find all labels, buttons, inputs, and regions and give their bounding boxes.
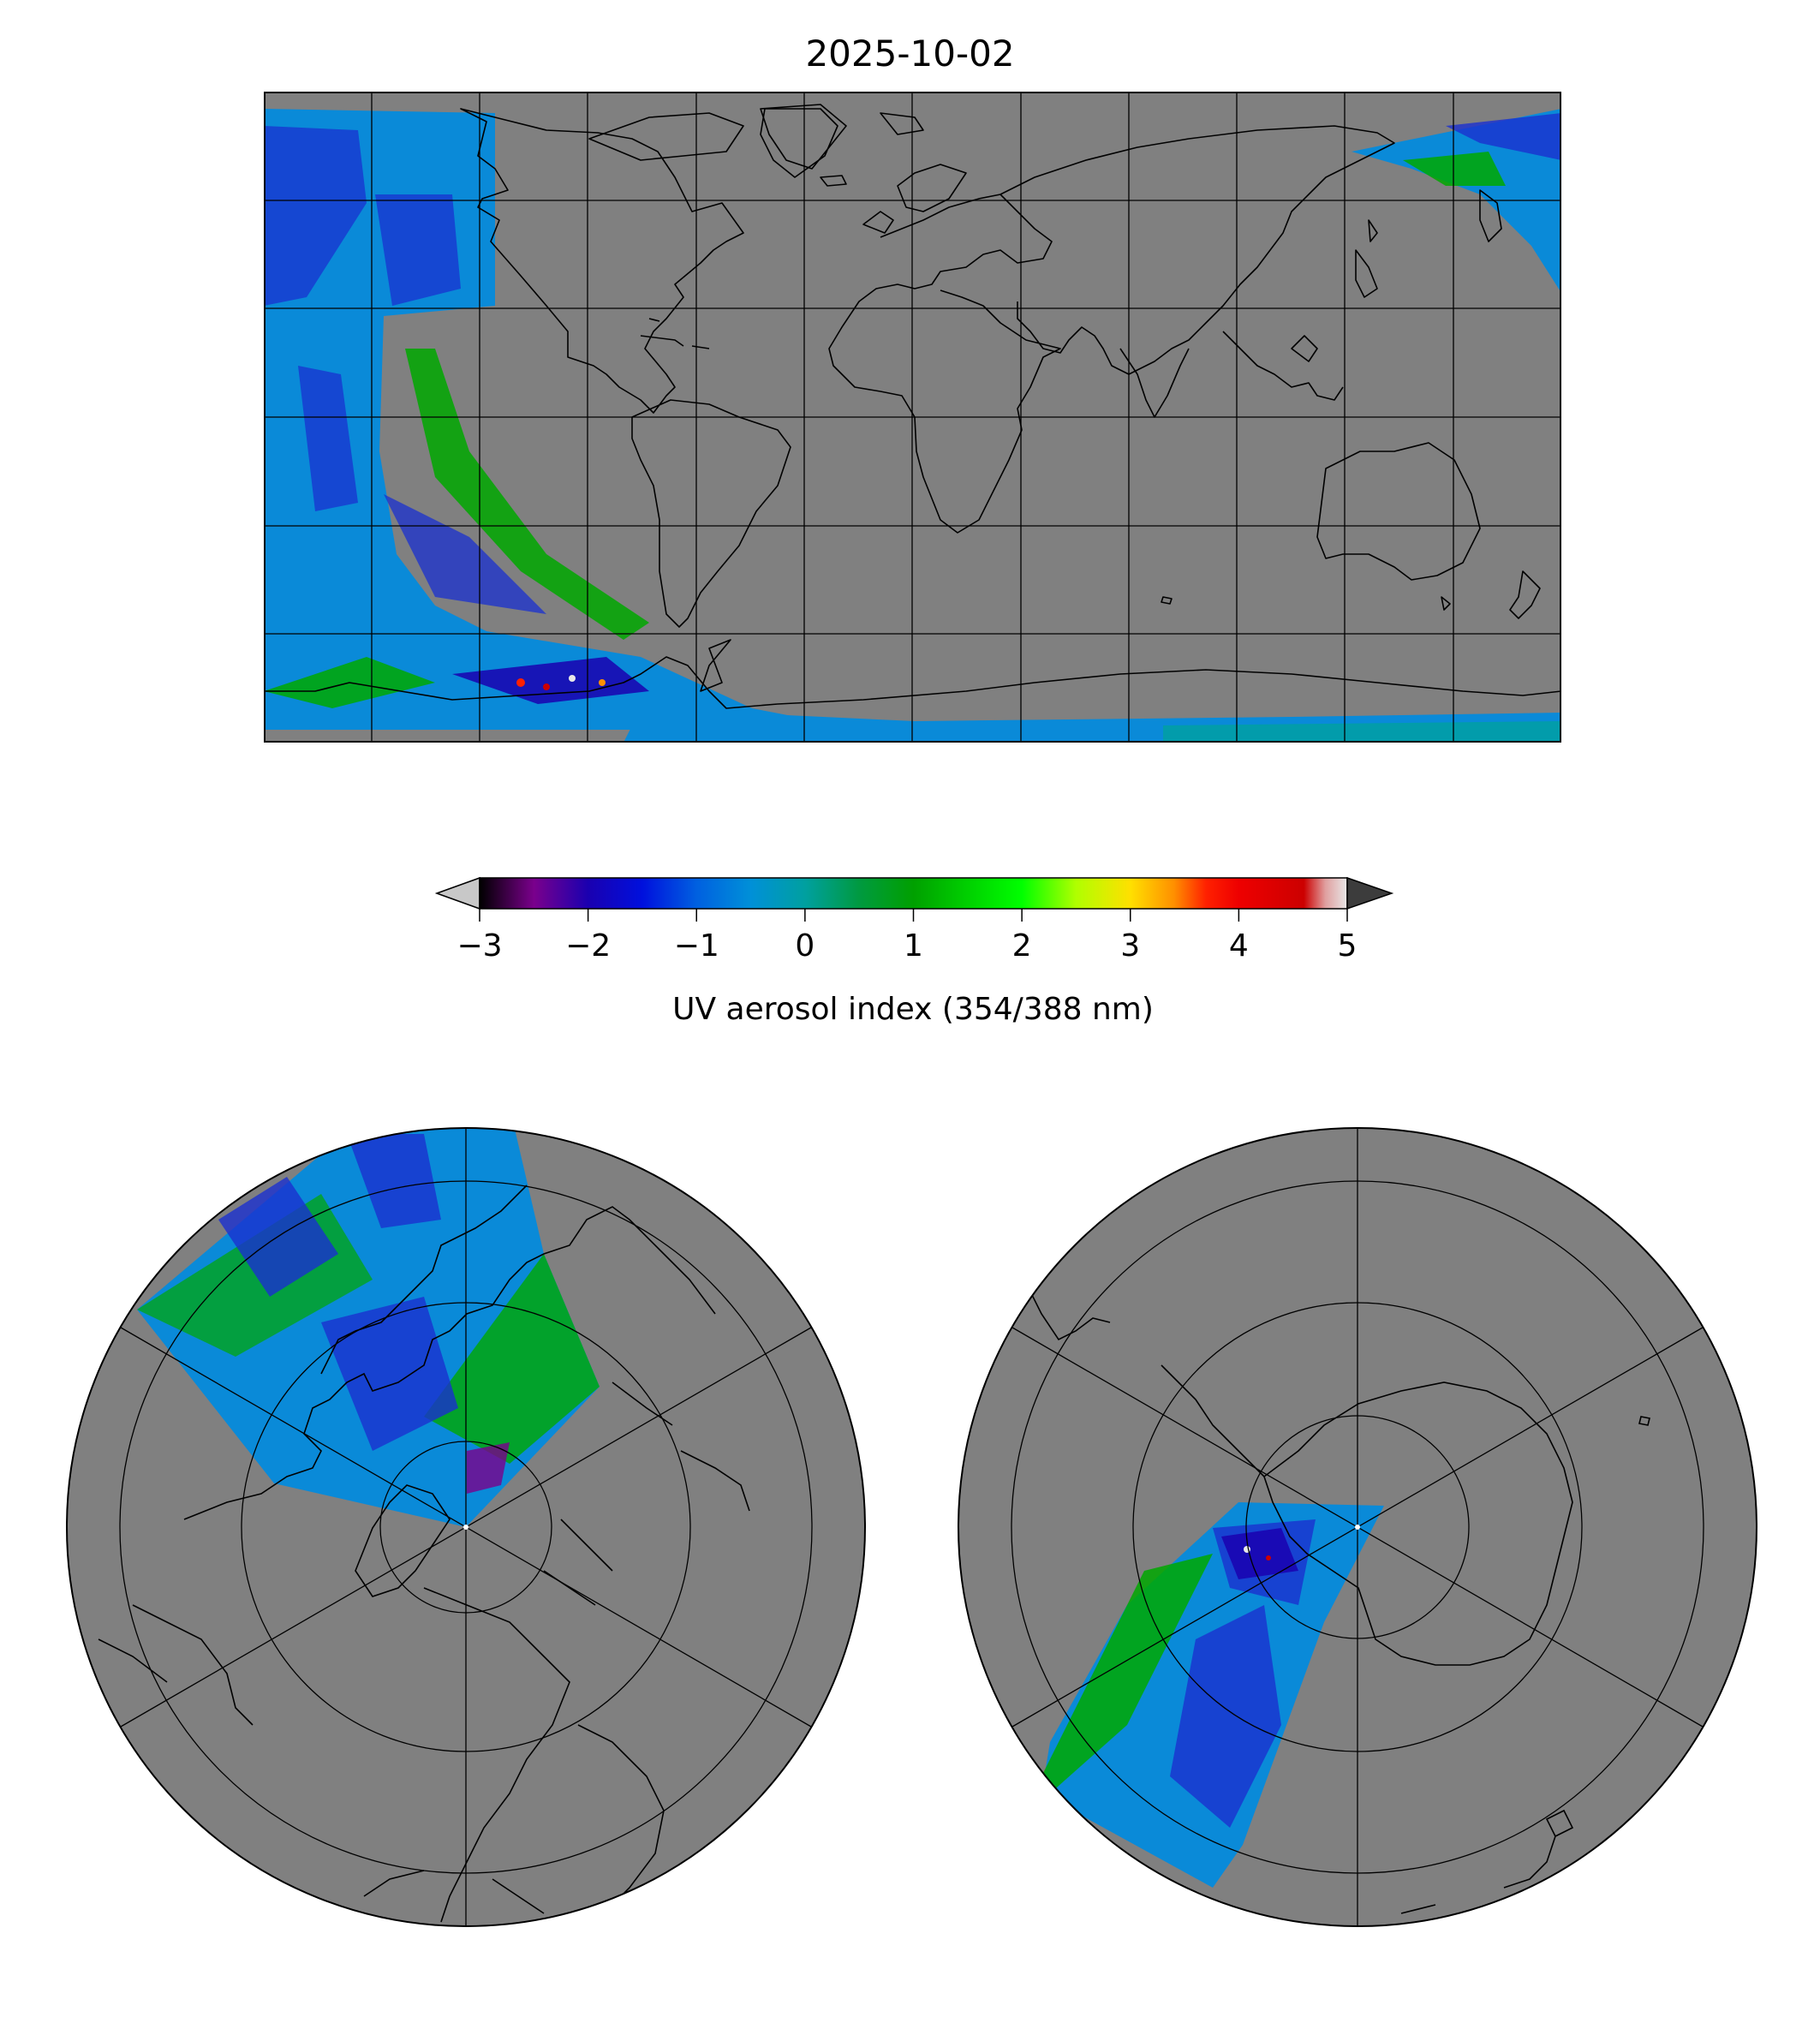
colorbar-tick-label: −2 xyxy=(565,928,611,964)
colorbar-tick-label: −1 xyxy=(674,928,719,964)
global-gridlines xyxy=(264,92,1561,743)
colorbar-under-extension xyxy=(434,876,480,910)
colorbar-gradient xyxy=(479,877,1348,910)
colorbar-label: UV aerosol index (354/388 nm) xyxy=(672,992,1154,1027)
colorbar-tick-label: −3 xyxy=(456,928,502,964)
aerosol-swath-blue-patches xyxy=(264,126,546,614)
south-polar-map xyxy=(958,1127,1757,1927)
aerosol-swath-green-band xyxy=(264,349,649,708)
colorbar-tick-label: 1 xyxy=(904,928,923,964)
global-map xyxy=(264,92,1561,743)
colorbar-tick-label: 4 xyxy=(1229,928,1249,964)
colorbar: −3 −2 −1 0 1 2 3 4 5 UV aerosol index (354/388 n… xyxy=(434,876,1394,1027)
aerosol-swath-east xyxy=(1352,109,1561,293)
coastlines-north xyxy=(98,1185,750,1923)
colorbar-tick-label: 0 xyxy=(795,928,815,964)
coastlines xyxy=(264,104,1561,709)
aerosol-swath-hotspots xyxy=(452,657,649,704)
colorbar-over-extension xyxy=(1346,876,1394,910)
colorbar-tick-label: 2 xyxy=(1012,928,1032,964)
colorbar-tick-label: 3 xyxy=(1120,928,1140,964)
colorbar-tick-label: 5 xyxy=(1338,928,1358,964)
figure-title: 2025-10-02 xyxy=(805,33,1015,75)
north-polar-map xyxy=(66,1127,866,1927)
